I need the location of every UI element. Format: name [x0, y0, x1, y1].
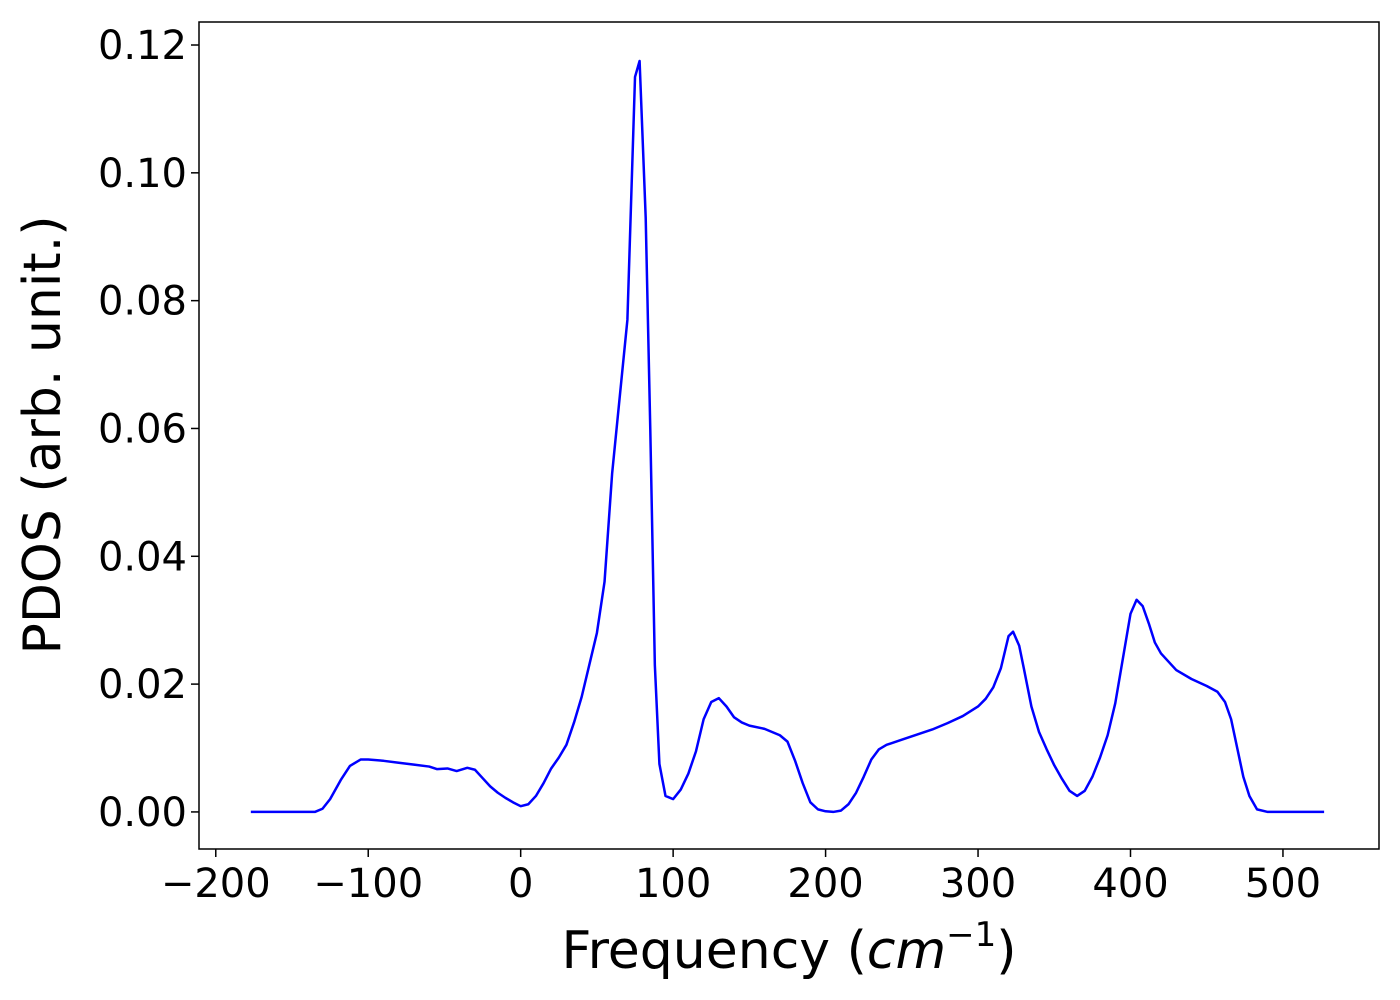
x-label-exponent: −1 — [946, 915, 996, 955]
y-tick-label: 0.06 — [98, 406, 187, 452]
y-tick-label: 0.12 — [98, 23, 187, 69]
line-series — [250, 59, 1325, 814]
x-label-close: ) — [996, 921, 1016, 981]
x-axis-label: Frequency (cm−1) — [561, 915, 1016, 981]
x-tick-label: 200 — [787, 861, 863, 907]
x-tick-label: −100 — [313, 861, 423, 907]
y-axis-label: PDOS (arb. unit.) — [13, 215, 73, 654]
y-tick-label: 0.02 — [98, 662, 187, 708]
x-label-text: Frequency ( — [561, 921, 866, 981]
x-tick-label: 500 — [1245, 861, 1321, 907]
x-tick-label: −200 — [161, 861, 271, 907]
y-tick-label: 0.10 — [98, 151, 187, 197]
x-label-unit: cm — [867, 921, 946, 981]
x-tick-label: 100 — [635, 861, 711, 907]
y-tick-label: 0.00 — [98, 790, 187, 836]
x-tick-label: 400 — [1092, 861, 1168, 907]
y-tick-label: 0.04 — [98, 534, 187, 580]
plot-frame — [198, 21, 1380, 850]
x-tick-label: 300 — [940, 861, 1016, 907]
x-tick-label: 0 — [508, 861, 533, 907]
y-tick-label: 0.08 — [98, 279, 187, 325]
